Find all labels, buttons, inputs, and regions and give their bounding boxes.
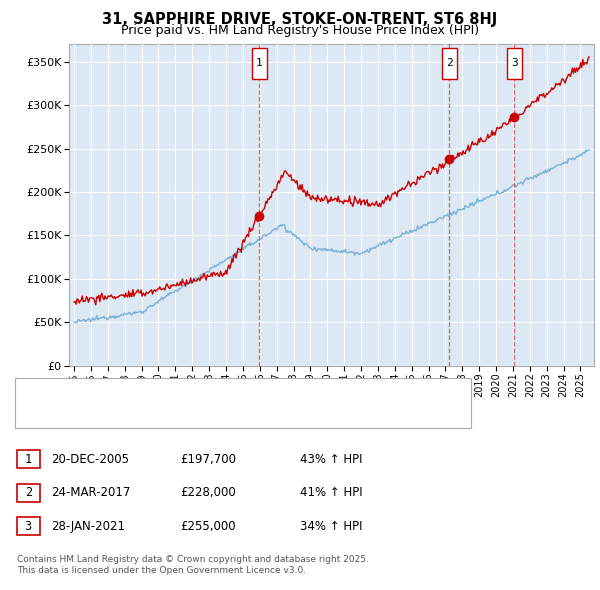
- Text: 31, SAPPHIRE DRIVE, STOKE-ON-TRENT, ST6 8HJ: 31, SAPPHIRE DRIVE, STOKE-ON-TRENT, ST6 …: [103, 12, 497, 27]
- Text: —: —: [24, 383, 41, 401]
- Text: —: —: [24, 405, 41, 422]
- Text: 1: 1: [256, 58, 263, 68]
- Text: 20-DEC-2005: 20-DEC-2005: [51, 453, 129, 466]
- Text: 28-JAN-2021: 28-JAN-2021: [51, 520, 125, 533]
- Text: 34% ↑ HPI: 34% ↑ HPI: [300, 520, 362, 533]
- Text: Contains HM Land Registry data © Crown copyright and database right 2025.
This d: Contains HM Land Registry data © Crown c…: [17, 555, 368, 575]
- Text: £255,000: £255,000: [180, 520, 236, 533]
- Text: 24-MAR-2017: 24-MAR-2017: [51, 486, 130, 499]
- FancyBboxPatch shape: [442, 48, 457, 79]
- Text: £197,700: £197,700: [180, 453, 236, 466]
- Text: 3: 3: [511, 58, 518, 68]
- Text: 3: 3: [25, 520, 32, 533]
- Text: £228,000: £228,000: [180, 486, 236, 499]
- Text: 2: 2: [25, 486, 32, 499]
- Text: 2: 2: [446, 58, 453, 68]
- Text: 43% ↑ HPI: 43% ↑ HPI: [300, 453, 362, 466]
- FancyBboxPatch shape: [507, 48, 522, 79]
- Text: 1: 1: [25, 453, 32, 466]
- Text: 41% ↑ HPI: 41% ↑ HPI: [300, 486, 362, 499]
- FancyBboxPatch shape: [251, 48, 267, 79]
- Text: 31, SAPPHIRE DRIVE, STOKE-ON-TRENT, ST6 8HJ (detached house): 31, SAPPHIRE DRIVE, STOKE-ON-TRENT, ST6 …: [45, 386, 390, 396]
- Text: Price paid vs. HM Land Registry's House Price Index (HPI): Price paid vs. HM Land Registry's House …: [121, 24, 479, 37]
- Text: HPI: Average price, detached house, Stoke-on-Trent: HPI: Average price, detached house, Stok…: [45, 409, 313, 419]
